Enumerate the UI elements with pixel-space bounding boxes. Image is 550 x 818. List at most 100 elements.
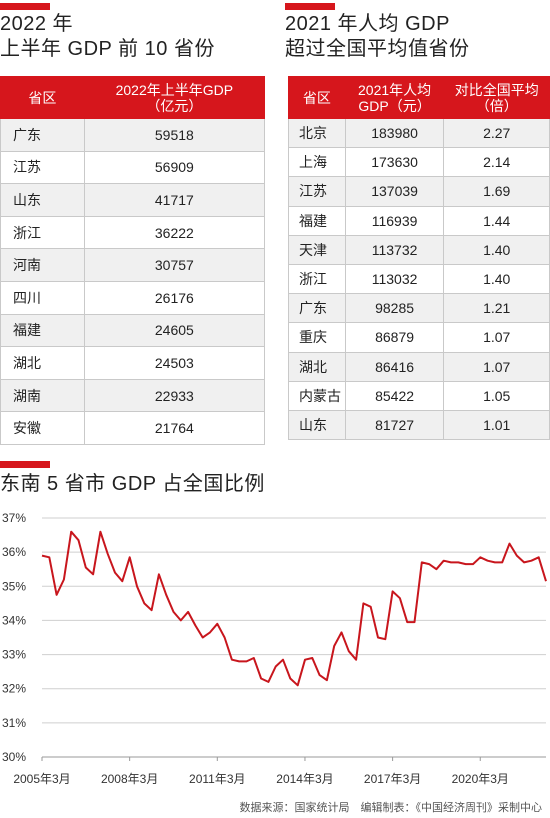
y-tick-label: 36%	[2, 545, 26, 559]
x-tick-label: 2014年3月	[276, 772, 333, 786]
ratio-cell: 1.01	[443, 409, 550, 441]
header-ratio-line2: （倍）	[475, 97, 518, 114]
province-cell: 福建	[288, 205, 346, 236]
header-per-capita: 2021年人均 GDP（元）	[344, 76, 445, 119]
table-row: 重庆 86879 1.07	[288, 322, 550, 353]
per-capita-cell: 116939	[344, 205, 445, 236]
gdp-cell: 22933	[83, 378, 266, 413]
province-cell: 江苏	[288, 176, 346, 207]
ratio-cell: 2.14	[443, 147, 550, 178]
right-title-line1: 2021 年人均 GDP	[285, 13, 450, 35]
gdp-cell: 36222	[83, 215, 266, 250]
header-gdp-line2: （亿元）	[146, 97, 203, 114]
gdp-cell: 56909	[83, 150, 266, 185]
y-tick-label: 37%	[2, 511, 26, 525]
province-cell: 山东	[288, 409, 346, 441]
province-cell: 上海	[288, 147, 346, 178]
x-tick-label: 2011年3月	[189, 772, 245, 786]
header-province: 省区	[0, 76, 85, 119]
ratio-cell: 2.27	[443, 117, 550, 149]
gdp-cell: 30757	[83, 248, 266, 282]
y-tick-label: 30%	[2, 750, 26, 764]
x-tick-label: 2008年3月	[101, 772, 158, 786]
x-tick-label: 2005年3月	[13, 772, 70, 786]
province-cell: 湖北	[288, 351, 346, 382]
per-capita-cell: 173630	[344, 147, 445, 178]
ratio-cell: 1.07	[443, 322, 550, 353]
y-tick-label: 35%	[2, 579, 26, 593]
province-cell: 四川	[0, 280, 85, 315]
province-cell: 内蒙古	[288, 380, 346, 411]
table-row: 湖南 22933	[0, 378, 266, 413]
ratio-cell: 1.69	[443, 176, 550, 207]
province-cell: 江苏	[0, 150, 85, 185]
per-capita-cell: 183980	[344, 117, 445, 149]
left-title-line2: 上半年 GDP 前 10 省份	[0, 38, 215, 60]
left-accent-bar	[0, 3, 50, 10]
gdp-cell: 59518	[83, 118, 266, 152]
gdp-cell: 21764	[83, 411, 266, 445]
gdp-top10-table: 省区 2022年上半年GDP （亿元） 广东 59518 江苏 56909 山东 4171…	[0, 76, 266, 445]
gdp-cell: 24503	[83, 346, 266, 380]
per-capita-cell: 137039	[344, 176, 445, 207]
table-row: 山东 41717	[0, 183, 266, 217]
table-row: 河南 30757	[0, 248, 266, 282]
table-row: 广东 59518	[0, 118, 266, 152]
left-title-line1: 2022 年	[0, 13, 74, 35]
table-row: 江苏 56909	[0, 150, 266, 185]
header-ratio: 对比全国平均 （倍）	[443, 76, 550, 119]
province-cell: 湖南	[0, 378, 85, 413]
table-row: 福建 24605	[0, 313, 266, 348]
gdp-top10-body: 广东 59518 江苏 56909 山东 41717 浙江 36222 河南 30757 四川 261…	[0, 118, 266, 445]
gdp-share-line-chart: 30% 31% 32% 33% 34% 35% 36% 37% 2005年3月 2008年3月 20…	[2, 511, 547, 786]
per-capita-cell: 86416	[344, 351, 445, 382]
right-panel-title: 2021 年人均 GDP 超过全国平均值省份	[285, 12, 470, 62]
ratio-cell: 1.21	[443, 293, 550, 324]
per-capita-cell: 81727	[344, 409, 445, 441]
gdp-cell: 26176	[83, 280, 266, 315]
ratio-cell: 1.07	[443, 351, 550, 382]
left-panel-title: 2022 年 上半年 GDP 前 10 省份	[0, 12, 215, 62]
y-tick-label: 33%	[2, 648, 26, 662]
table-row: 天津 113732 1.40	[288, 234, 550, 265]
table-row: 内蒙古 85422 1.05	[288, 380, 550, 411]
table-row: 湖北 86416 1.07	[288, 351, 550, 382]
table-row: 浙江 36222	[0, 215, 266, 250]
gdp-cell: 41717	[83, 183, 266, 217]
table-row: 江苏 137039 1.69	[288, 176, 550, 207]
province-cell: 广东	[288, 293, 346, 324]
ratio-cell: 1.40	[443, 234, 550, 265]
chart-accent-bar	[0, 461, 50, 468]
x-tick-label: 2020年3月	[452, 772, 509, 786]
table-header-row: 省区 2022年上半年GDP （亿元）	[0, 76, 266, 119]
per-capita-cell: 86879	[344, 322, 445, 353]
province-cell: 浙江	[0, 215, 85, 250]
province-cell: 广东	[0, 118, 85, 152]
header-per-capita-line2: GDP（元）	[358, 97, 431, 114]
province-cell: 安徽	[0, 411, 85, 445]
header-ratio-line1: 对比全国平均	[454, 81, 539, 98]
ratio-cell: 1.05	[443, 380, 550, 411]
province-cell: 湖北	[0, 346, 85, 380]
header-gdp-line1: 2022年上半年GDP	[115, 81, 234, 98]
y-tick-label: 31%	[2, 716, 26, 730]
per-capita-cell: 85422	[344, 380, 445, 411]
y-tick-label: 32%	[2, 682, 26, 696]
series-line	[41, 530, 547, 687]
ratio-cell: 1.40	[443, 263, 550, 295]
chart-title: 东南 5 省市 GDP 占全国比例	[0, 473, 265, 495]
header-gdp: 2022年上半年GDP （亿元）	[83, 76, 266, 119]
table-row: 上海 173630 2.14	[288, 147, 550, 178]
table-row: 福建 116939 1.44	[288, 205, 550, 236]
per-capita-cell: 98285	[344, 293, 445, 324]
table-row: 山东 81727 1.01	[288, 409, 550, 441]
y-tick-label: 34%	[2, 613, 26, 627]
province-cell: 山东	[0, 183, 85, 217]
table-row: 安徽 21764	[0, 411, 266, 445]
province-cell: 福建	[0, 313, 85, 348]
right-title-line2: 超过全国平均值省份	[285, 38, 470, 60]
province-cell: 河南	[0, 248, 85, 282]
per-capita-gdp-table: 省区 2021年人均 GDP（元） 对比全国平均 （倍） 北京 183980 2.2…	[288, 76, 550, 441]
gdp-cell: 24605	[83, 313, 266, 348]
table-row: 浙江 113032 1.40	[288, 263, 550, 295]
